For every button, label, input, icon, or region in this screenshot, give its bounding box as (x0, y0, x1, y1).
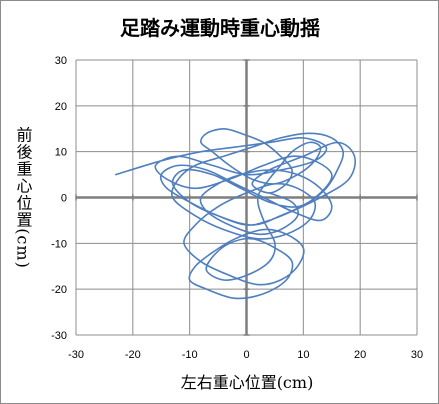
x-tick-label: 20 (354, 349, 366, 361)
y-tick-labels: -30 -20 -10 0 10 20 30 (51, 55, 67, 342)
y-tick-label: 30 (55, 55, 67, 67)
y-tick-label: 20 (55, 101, 67, 113)
x-tick-label: 10 (297, 349, 309, 361)
chart-title: 足踏み運動時重心動揺 (120, 16, 320, 40)
x-tick-label: -20 (125, 349, 141, 361)
x-tick-label: 30 (411, 349, 423, 361)
y-axis-title: 前後重心位置(cm) (14, 126, 33, 269)
axes (75, 59, 418, 336)
x-tick-label: 0 (243, 349, 249, 361)
y-tick-label: 10 (55, 147, 67, 159)
x-axis-title: 左右重心位置(cm) (181, 373, 314, 392)
y-tick-label: -30 (51, 330, 67, 342)
y-tick-label: -20 (51, 284, 67, 296)
series-line (115, 128, 357, 300)
x-tick-label: -30 (68, 349, 84, 361)
x-tick-labels: -30 -20 -10 0 10 20 30 (68, 349, 423, 361)
x-tick-label: -10 (182, 349, 198, 361)
y-tick-label: -10 (51, 238, 67, 250)
series-layer (115, 128, 357, 300)
y-tick-label: 0 (61, 193, 67, 205)
